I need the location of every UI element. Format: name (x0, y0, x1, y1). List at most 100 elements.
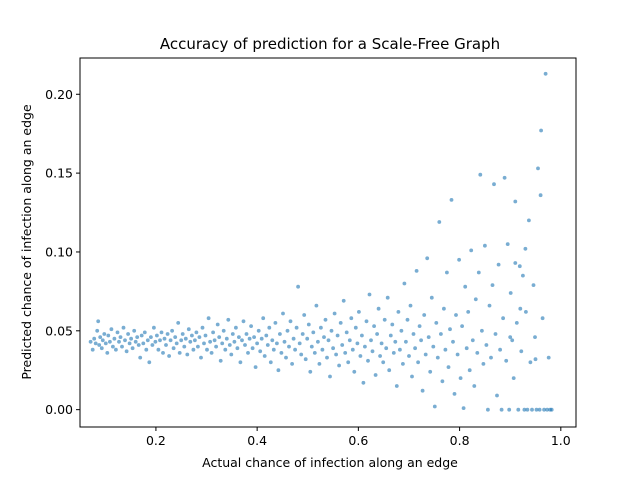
scatter-point (417, 324, 422, 328)
scatter-point (129, 336, 134, 341)
scatter-point (135, 335, 140, 339)
scatter-point (197, 335, 202, 339)
scatter-point (276, 368, 281, 373)
scatter-point (317, 362, 322, 366)
scatter-point (265, 343, 270, 347)
scatter-point (211, 330, 216, 335)
scatter-point (97, 343, 102, 347)
scatter-point (302, 313, 307, 317)
scatter-point (232, 339, 237, 344)
scatter-point (139, 333, 144, 338)
scatter-point (284, 355, 288, 360)
scatter-point (156, 347, 161, 352)
scatter-point (464, 346, 469, 351)
scatter-point (531, 283, 536, 287)
scatter-point (498, 347, 502, 352)
scatter-point (275, 341, 279, 346)
scatter-point (303, 357, 308, 362)
scatter-point (183, 336, 188, 341)
scatter-point (446, 365, 451, 369)
scatter-point (534, 407, 539, 412)
scatter-point (363, 344, 367, 349)
scatter-point (179, 338, 184, 343)
scatter-point (358, 354, 363, 358)
scatter-point (343, 351, 348, 355)
scatter-point (255, 341, 259, 346)
scatter-point (452, 392, 457, 396)
x-axis-label: Actual chance of infection along an edge (202, 455, 458, 470)
scatter-point (349, 316, 354, 321)
scatter-point (328, 374, 332, 379)
scatter-point (309, 344, 314, 349)
scatter-point (523, 246, 528, 251)
scatter-point (177, 351, 182, 355)
scatter-point (533, 335, 537, 339)
scatter-point (299, 352, 304, 357)
axes-layer: 0.2 0.4 0.6 0.8 1.0 0.00 0.05 0.10 0.15 0.20 (45, 57, 577, 448)
scatter-point (539, 128, 543, 133)
scatter-point (159, 330, 164, 335)
scatter-point (133, 339, 138, 344)
scatter-point (105, 351, 110, 355)
scatter-point (287, 344, 291, 349)
scatter-point (454, 313, 458, 317)
scatter-point (391, 351, 396, 355)
scatter-point (369, 338, 373, 343)
scatter-point (256, 328, 261, 333)
scatter-point (176, 321, 181, 325)
scatter-point (144, 347, 149, 352)
scatter-point (516, 407, 521, 412)
scatter-point (528, 360, 533, 365)
x-tick-label: 1.0 (551, 433, 571, 448)
scatter-point (437, 220, 442, 224)
scatter-point (370, 349, 375, 354)
scatter-point (162, 336, 167, 341)
scatter-point (121, 325, 126, 330)
scatter-point (300, 332, 305, 336)
scatter-point (432, 404, 437, 409)
scatter-point (212, 338, 217, 343)
scatter-point (463, 284, 468, 289)
scatter-point (186, 327, 191, 332)
scatter-point (155, 333, 159, 338)
scatter-point (416, 360, 420, 365)
scatter-point (312, 351, 317, 355)
scatter-point (469, 248, 474, 253)
scatter-point (196, 344, 200, 349)
scatter-point (353, 325, 358, 330)
scatter-point (238, 360, 243, 365)
scatter-point (241, 319, 246, 324)
scatter-point (508, 291, 513, 295)
scatter-point (223, 347, 228, 352)
scatter-point (262, 354, 267, 358)
scatter-point (99, 346, 104, 351)
scatter-point (108, 339, 112, 344)
scatter-point (226, 317, 231, 322)
scatter-point (414, 269, 419, 273)
scatter-point (221, 328, 226, 333)
scatter-point (540, 316, 545, 321)
scatter-point (411, 332, 416, 336)
scatter-point (147, 360, 152, 365)
scatter-point (322, 335, 326, 339)
x-tick-label: 0.6 (348, 433, 368, 448)
scatter-point (478, 172, 483, 177)
scatter-point (98, 335, 103, 339)
scatter-point (501, 316, 505, 321)
scatter-point (536, 166, 540, 171)
scatter-point (111, 344, 115, 349)
scatter-point (252, 335, 256, 339)
scatter-point (209, 351, 214, 355)
scatter-point (527, 218, 531, 223)
scatter-point (350, 347, 355, 352)
scatter-point (141, 341, 146, 346)
y-tick-label: 0.20 (45, 87, 73, 102)
scatter-point (420, 388, 425, 393)
scatter-point (244, 332, 249, 336)
scatter-point (373, 373, 378, 377)
scatter-point (127, 341, 132, 346)
scatter-point (387, 368, 392, 373)
scatter-point (401, 362, 405, 366)
scatter-point (237, 335, 241, 339)
